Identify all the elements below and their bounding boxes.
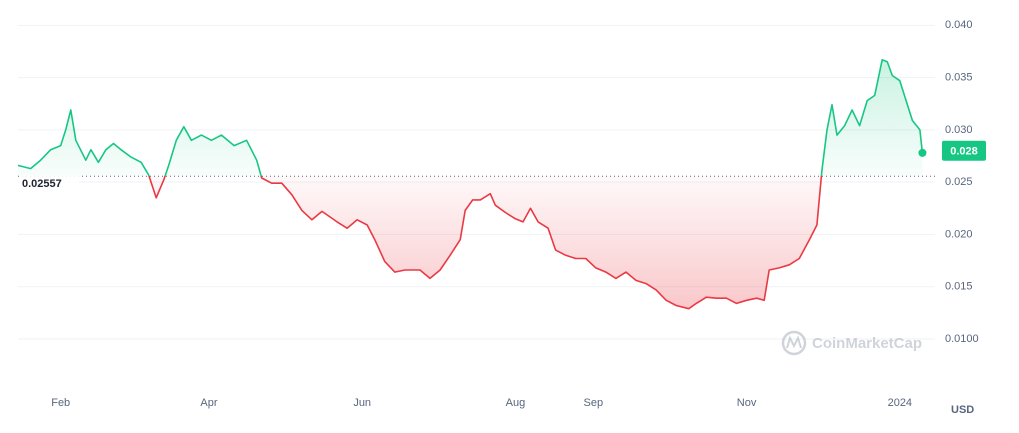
x-tick-label: Aug bbox=[506, 397, 526, 409]
x-tick-label: Jun bbox=[353, 397, 371, 409]
y-tick-label: 0.025 bbox=[945, 176, 973, 188]
watermark-text: CoinMarketCap bbox=[812, 335, 922, 352]
y-tick-label: 0.030 bbox=[945, 124, 973, 136]
baseline-label: 0.02557 bbox=[22, 178, 62, 190]
x-tick-label: 2024 bbox=[888, 397, 912, 409]
y-tick-label: 0.040 bbox=[945, 19, 973, 31]
currency-label: USD bbox=[951, 404, 974, 416]
y-tick-label: 0.035 bbox=[945, 72, 973, 84]
watermark: CoinMarketCap bbox=[781, 330, 922, 356]
plot: 0.02557 0.028 bbox=[17, 59, 986, 310]
x-tick-label: Feb bbox=[51, 397, 70, 409]
x-tick-label: Sep bbox=[584, 397, 604, 409]
price-area bbox=[18, 59, 923, 309]
x-tick-label: Apr bbox=[200, 397, 217, 409]
price-tag-label: 0.028 bbox=[950, 146, 978, 158]
y-tick-label: 0.020 bbox=[945, 228, 973, 240]
baseline-label-bg bbox=[19, 175, 79, 192]
y-tick-label: 0.015 bbox=[945, 281, 973, 293]
x-tick-label: Nov bbox=[737, 397, 757, 409]
last-point bbox=[918, 148, 927, 157]
price-line bbox=[17, 59, 924, 310]
price-tag bbox=[942, 140, 986, 161]
y-tick-label: 0.0100 bbox=[945, 333, 979, 345]
grid bbox=[18, 24, 935, 340]
